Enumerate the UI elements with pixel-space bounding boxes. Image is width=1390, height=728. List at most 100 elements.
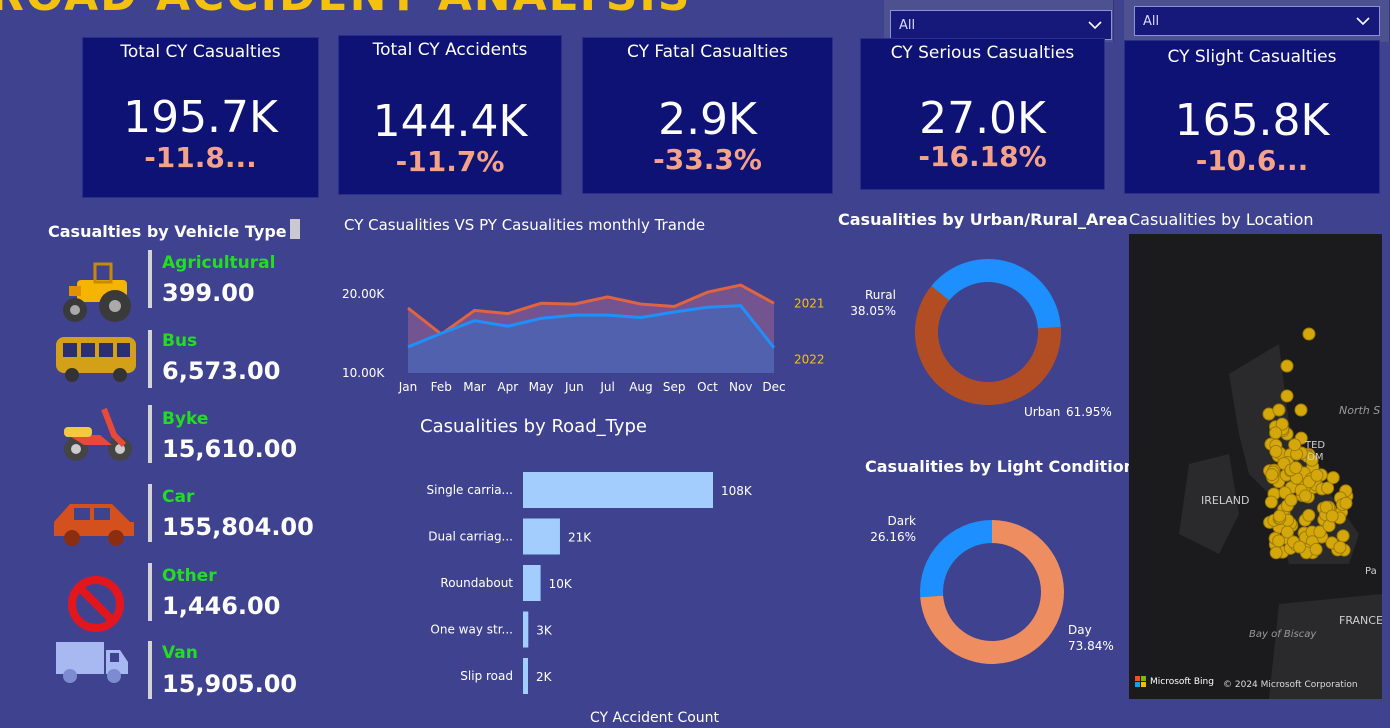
map-point bbox=[1321, 481, 1335, 495]
location-map[interactable]: IRELAND FRANCE Bay of Biscay North S TED… bbox=[1129, 234, 1382, 699]
map-label-uk-2: OM bbox=[1307, 452, 1324, 463]
map-point bbox=[1269, 546, 1283, 560]
kpi-card-slight-casualties: CY Slight Casualties 165.8K -10.6... bbox=[1124, 40, 1380, 194]
kpi-value: 2.9K bbox=[658, 94, 757, 145]
map-point bbox=[1280, 389, 1294, 403]
vehicle-label-agricultural: Agricultural bbox=[162, 253, 276, 273]
car-icon bbox=[52, 498, 136, 548]
map-point bbox=[1288, 438, 1302, 452]
vehicle-label-other: Other bbox=[162, 566, 217, 586]
map-copyright: © 2024 Microsoft Corporation bbox=[1223, 680, 1358, 690]
road-bar-value: 2K bbox=[536, 670, 553, 684]
map-point bbox=[1333, 540, 1347, 554]
donut-slice bbox=[931, 259, 1061, 329]
trend-chart[interactable]: 10.00K 20.00K 2021 2022 Jan Feb Mar Apr May Jun Ju… bbox=[334, 250, 824, 400]
map-title: Casualities by Location bbox=[1129, 210, 1314, 229]
vehicle-value-van: 15,905.00 bbox=[162, 670, 298, 698]
road-category-label: Roundabout bbox=[440, 576, 513, 590]
trend-series-label: 2022 bbox=[794, 353, 824, 367]
kpi-title: Total CY Accidents bbox=[372, 40, 528, 60]
map-point bbox=[1325, 509, 1339, 523]
kpi-delta: -16.18% bbox=[918, 140, 1047, 173]
filter-panel-1: All bbox=[884, 0, 1114, 42]
microsoft-logo-icon bbox=[1135, 676, 1146, 687]
donut-slice bbox=[920, 520, 1064, 664]
map-label-biscay: Bay of Biscay bbox=[1249, 629, 1317, 640]
scroll-handle[interactable] bbox=[290, 219, 300, 239]
prohibited-icon bbox=[66, 574, 126, 634]
bing-logo: Microsoft Bing bbox=[1135, 676, 1214, 688]
filter-dropdown-1[interactable]: All bbox=[890, 10, 1112, 40]
map-point bbox=[1298, 489, 1312, 503]
trend-xtick: Feb bbox=[431, 380, 452, 394]
vehicle-divider bbox=[148, 250, 152, 308]
map-point bbox=[1294, 403, 1308, 417]
vehicle-divider bbox=[148, 641, 152, 699]
trend-xtick: Oct bbox=[697, 380, 718, 394]
map-label-paris: Pa bbox=[1365, 566, 1377, 577]
vehicle-label-byke: Byke bbox=[162, 409, 209, 429]
donut-category-label: Day bbox=[1068, 623, 1092, 637]
trend-xtick: Mar bbox=[463, 380, 486, 394]
map-point bbox=[1336, 529, 1350, 543]
trend-xtick: Apr bbox=[497, 380, 518, 394]
road-category-label: Single carria... bbox=[427, 483, 513, 497]
donut-category-label: Urban bbox=[1024, 405, 1060, 419]
light-condition-chart[interactable]: Dark 26.16% Day 73.84% bbox=[840, 490, 1120, 690]
kpi-card-fatal-casualties: CY Fatal Casualties 2.9K -33.3% bbox=[582, 37, 833, 194]
vehicle-divider bbox=[148, 484, 152, 542]
kpi-delta: -11.8... bbox=[144, 141, 257, 174]
tractor-icon bbox=[55, 258, 141, 324]
donut-slice bbox=[920, 520, 992, 598]
road-category-label: One way str... bbox=[430, 623, 513, 637]
map-point bbox=[1309, 542, 1323, 556]
road-bar bbox=[523, 658, 528, 694]
vehicle-label-bus: Bus bbox=[162, 331, 198, 351]
road-category-label: Slip road bbox=[460, 669, 513, 683]
kpi-card-total-accidents: Total CY Accidents 144.4K -11.7% bbox=[338, 35, 562, 195]
urban-rural-chart-title: Casualities by Urban/Rural_Area bbox=[838, 210, 1128, 229]
road-bar-value: 21K bbox=[568, 531, 592, 545]
filter-dropdown-1-value: All bbox=[899, 17, 916, 33]
map-label-france: FRANCE bbox=[1339, 614, 1382, 627]
donut-percent-label: 26.16% bbox=[870, 530, 916, 544]
vehicle-section-title: Casualties by Vehicle Type bbox=[48, 222, 287, 241]
map-point bbox=[1289, 461, 1303, 475]
vehicle-label-car: Car bbox=[162, 487, 195, 507]
trend-series-label: 2021 bbox=[794, 296, 824, 310]
map-point bbox=[1273, 509, 1287, 523]
road-bar-value: 108K bbox=[721, 484, 753, 498]
donut-percent-label: 38.05% bbox=[850, 304, 896, 318]
trend-xtick: Jul bbox=[599, 380, 614, 394]
urban-rural-chart[interactable]: Rural 38.05% Urban 61.95% bbox=[840, 240, 1120, 430]
filter-dropdown-2[interactable]: All bbox=[1134, 6, 1380, 36]
map-point bbox=[1302, 508, 1316, 522]
kpi-card-total-casualties: Total CY Casualties 195.7K -11.8... bbox=[82, 37, 319, 198]
map-point bbox=[1269, 426, 1283, 440]
kpi-title: CY Fatal Casualties bbox=[627, 42, 788, 62]
map-point bbox=[1265, 468, 1279, 482]
trend-xtick: Jan bbox=[398, 380, 418, 394]
donut-percent-label: 73.84% bbox=[1068, 639, 1114, 653]
road-bar bbox=[523, 565, 541, 601]
kpi-title: CY Serious Casualties bbox=[890, 43, 1075, 63]
map-point bbox=[1272, 534, 1286, 548]
trend-xtick: Sep bbox=[663, 380, 686, 394]
trend-xtick: Nov bbox=[729, 380, 752, 394]
map-point bbox=[1269, 444, 1283, 458]
kpi-delta: -11.7% bbox=[395, 145, 505, 178]
trend-chart-title: CY Casualities VS PY Casualities monthly… bbox=[344, 216, 706, 234]
kpi-card-serious-casualties: CY Serious Casualties 27.0K -16.18% bbox=[860, 38, 1105, 190]
map-point bbox=[1326, 471, 1340, 485]
road-bar bbox=[523, 472, 713, 508]
road-bar-value: 10K bbox=[549, 577, 573, 591]
vehicle-divider bbox=[148, 405, 152, 463]
kpi-title: CY Slight Casualties bbox=[1167, 47, 1337, 67]
vehicle-value-other: 1,446.00 bbox=[162, 592, 281, 620]
vehicle-label-van: Van bbox=[162, 643, 198, 663]
kpi-title: Total CY Casualties bbox=[120, 42, 281, 62]
dashboard-title: ROAD ACCIDENT ANALYSIS bbox=[0, 0, 691, 21]
vehicle-divider bbox=[148, 330, 152, 388]
map-point bbox=[1319, 500, 1333, 514]
road-type-chart[interactable]: Single carria... 108K Dual carriag... 21K Ro… bbox=[400, 460, 800, 700]
